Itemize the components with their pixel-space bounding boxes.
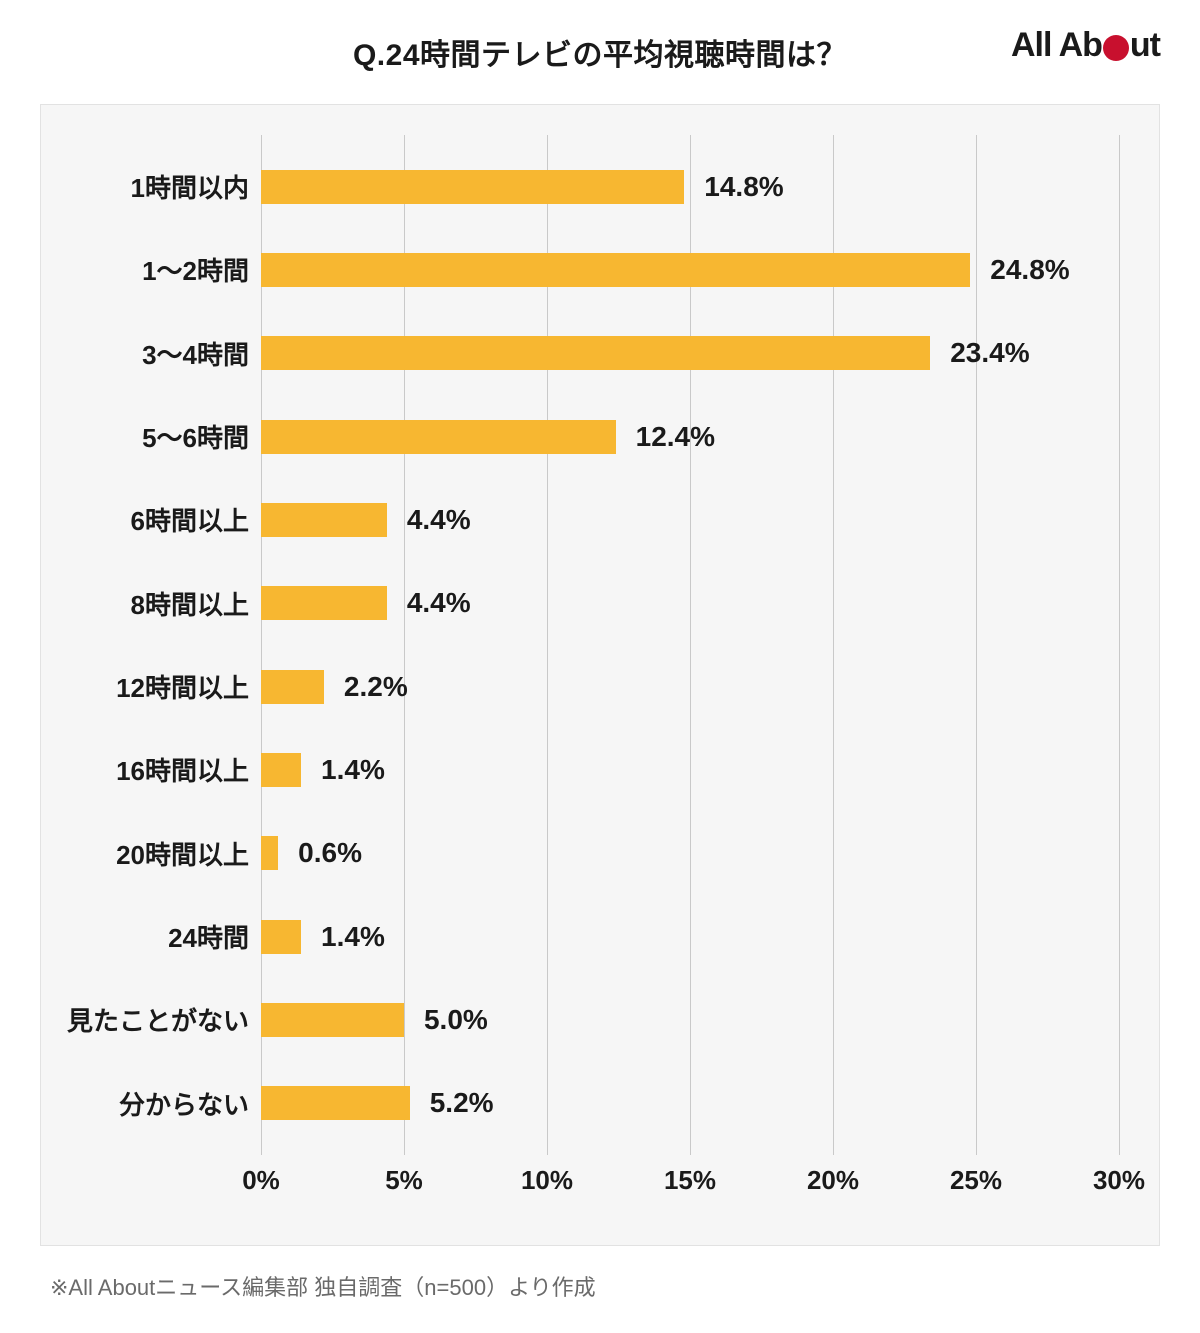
value-label: 5.2% xyxy=(430,1087,494,1119)
bar xyxy=(261,420,616,454)
bar-row: 6時間以上 4.4% xyxy=(61,485,1119,555)
category-label: 5～6時間 xyxy=(61,418,261,455)
chart-plot: 1時間以内 14.8% 1～2時間 24.8% 3～4時間 23.4% 5～6時間 12.4%… xyxy=(61,135,1119,1215)
bar-cell: 24.8% xyxy=(261,235,1119,305)
category-label: 分からない xyxy=(61,1085,261,1122)
bar xyxy=(261,253,970,287)
bar-cell: 5.2% xyxy=(261,1068,1119,1138)
category-label: 12時間以上 xyxy=(61,668,261,705)
chart-xaxis: 0%5%10%15%20%25%30% xyxy=(261,1155,1119,1215)
bar xyxy=(261,503,387,537)
bar-cell: 12.4% xyxy=(261,402,1119,472)
chart-rows: 1時間以内 14.8% 1～2時間 24.8% 3～4時間 23.4% 5～6時間 12.4%… xyxy=(61,135,1119,1155)
value-label: 1.4% xyxy=(321,921,385,953)
bar-row: 5～6時間 12.4% xyxy=(61,402,1119,472)
bar-cell: 23.4% xyxy=(261,318,1119,388)
bar-cell: 5.0% xyxy=(261,985,1119,1055)
bar-row: 16時間以上 1.4% xyxy=(61,735,1119,805)
category-label: 8時間以上 xyxy=(61,585,261,622)
chart-header: Q.24時間テレビの平均視聴時間は？ All Ab ut xyxy=(0,0,1200,94)
value-label: 23.4% xyxy=(950,337,1029,369)
bar xyxy=(261,1003,404,1037)
logo-text-pre: All Ab xyxy=(1011,26,1102,65)
category-label: 1～2時間 xyxy=(61,251,261,288)
logo-dot-icon xyxy=(1103,35,1129,61)
bar xyxy=(261,1086,410,1120)
xaxis-tick: 20% xyxy=(807,1165,859,1196)
xaxis-tick: 15% xyxy=(664,1165,716,1196)
allabout-logo: All Ab ut xyxy=(1011,26,1160,65)
bar-row: 1時間以内 14.8% xyxy=(61,152,1119,222)
bar-row: 3～4時間 23.4% xyxy=(61,318,1119,388)
bar-cell: 1.4% xyxy=(261,902,1119,972)
bar-cell: 14.8% xyxy=(261,152,1119,222)
bar xyxy=(261,836,278,870)
bar-cell: 0.6% xyxy=(261,818,1119,888)
bar-row: 12時間以上 2.2% xyxy=(61,652,1119,722)
bar xyxy=(261,586,387,620)
bar-cell: 4.4% xyxy=(261,485,1119,555)
bar-cell: 4.4% xyxy=(261,568,1119,638)
bar-cell: 2.2% xyxy=(261,652,1119,722)
logo-text-post: ut xyxy=(1130,26,1160,65)
bar-row: 見たことがない 5.0% xyxy=(61,985,1119,1055)
bar-row: 8時間以上 4.4% xyxy=(61,568,1119,638)
bar xyxy=(261,920,301,954)
chart-container: 1時間以内 14.8% 1～2時間 24.8% 3～4時間 23.4% 5～6時間 12.4%… xyxy=(40,104,1160,1246)
gridline xyxy=(1119,135,1120,1155)
xaxis-tick: 5% xyxy=(385,1165,423,1196)
bar xyxy=(261,753,301,787)
category-label: 1時間以内 xyxy=(61,168,261,205)
category-label: 6時間以上 xyxy=(61,501,261,538)
xaxis-tick: 10% xyxy=(521,1165,573,1196)
category-label: 見たことがない xyxy=(61,1001,261,1038)
value-label: 12.4% xyxy=(636,421,715,453)
bar xyxy=(261,170,684,204)
value-label: 14.8% xyxy=(704,171,783,203)
category-label: 16時間以上 xyxy=(61,751,261,788)
value-label: 24.8% xyxy=(990,254,1069,286)
value-label: 5.0% xyxy=(424,1004,488,1036)
chart-title: Q.24時間テレビの平均視聴時間は？ xyxy=(353,30,847,74)
bar-row: 分からない 5.2% xyxy=(61,1068,1119,1138)
value-label: 1.4% xyxy=(321,754,385,786)
bar-row: 1～2時間 24.8% xyxy=(61,235,1119,305)
category-label: 3～4時間 xyxy=(61,335,261,372)
value-label: 2.2% xyxy=(344,671,408,703)
category-label: 20時間以上 xyxy=(61,835,261,872)
chart-footnote: ※All Aboutニュース編集部 独自調査（n=500）より作成 xyxy=(50,1270,1160,1302)
bar xyxy=(261,336,930,370)
bar-row: 20時間以上 0.6% xyxy=(61,818,1119,888)
value-label: 0.6% xyxy=(298,837,362,869)
xaxis-tick: 25% xyxy=(950,1165,1002,1196)
bar-cell: 1.4% xyxy=(261,735,1119,805)
value-label: 4.4% xyxy=(407,504,471,536)
value-label: 4.4% xyxy=(407,587,471,619)
bar xyxy=(261,670,324,704)
category-label: 24時間 xyxy=(61,918,261,955)
bar-row: 24時間 1.4% xyxy=(61,902,1119,972)
xaxis-tick: 30% xyxy=(1093,1165,1145,1196)
xaxis-tick: 0% xyxy=(242,1165,280,1196)
